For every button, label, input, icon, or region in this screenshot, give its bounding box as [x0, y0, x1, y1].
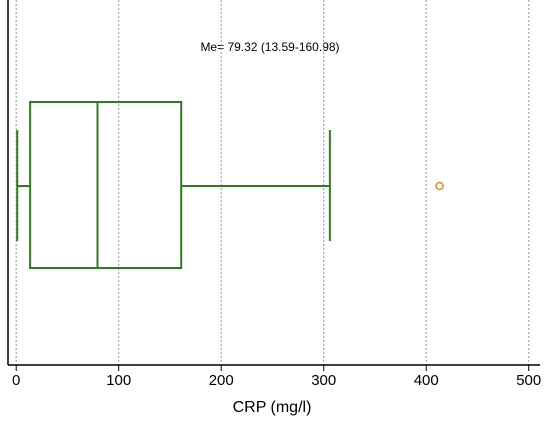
x-tick-label: 0 — [12, 372, 20, 389]
x-tick-label: 300 — [311, 372, 336, 389]
x-tick-label: 500 — [516, 372, 541, 389]
x-tick-label: 100 — [106, 372, 131, 389]
x-axis-label: CRP (mg/l) — [233, 399, 312, 416]
box — [29, 101, 183, 269]
x-tick-label: 200 — [209, 372, 234, 389]
annotation: Me= 79.32 (13.59-160.98) — [200, 40, 339, 54]
x-tick-label: 400 — [414, 372, 439, 389]
outlier — [435, 181, 444, 191]
